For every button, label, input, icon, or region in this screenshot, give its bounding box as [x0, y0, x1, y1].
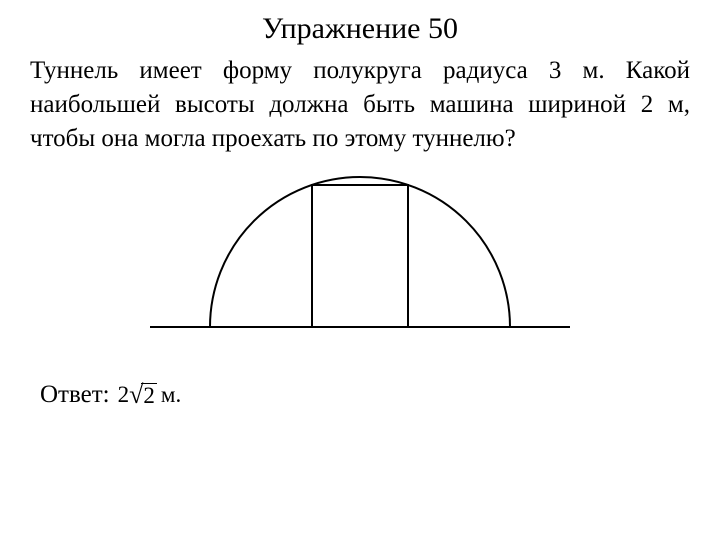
exercise-title: Упражнение 50 — [30, 12, 690, 46]
tunnel-diagram — [140, 175, 580, 345]
sqrt-icon: √ 2 — [129, 380, 157, 410]
answer-line: Ответ: 2 √ 2 м. — [40, 380, 690, 410]
diagram-container — [30, 175, 690, 345]
answer-coefficient: 2 — [118, 382, 130, 408]
answer-unit: м. — [161, 382, 181, 408]
problem-text: Туннель имеет форму полукруга радиуса 3 … — [30, 54, 690, 155]
answer-value: 2 √ 2 м. — [118, 380, 182, 410]
answer-label: Ответ: — [40, 381, 110, 409]
sqrt-content: 2 — [141, 383, 157, 407]
radical-symbol: √ — [129, 380, 143, 410]
